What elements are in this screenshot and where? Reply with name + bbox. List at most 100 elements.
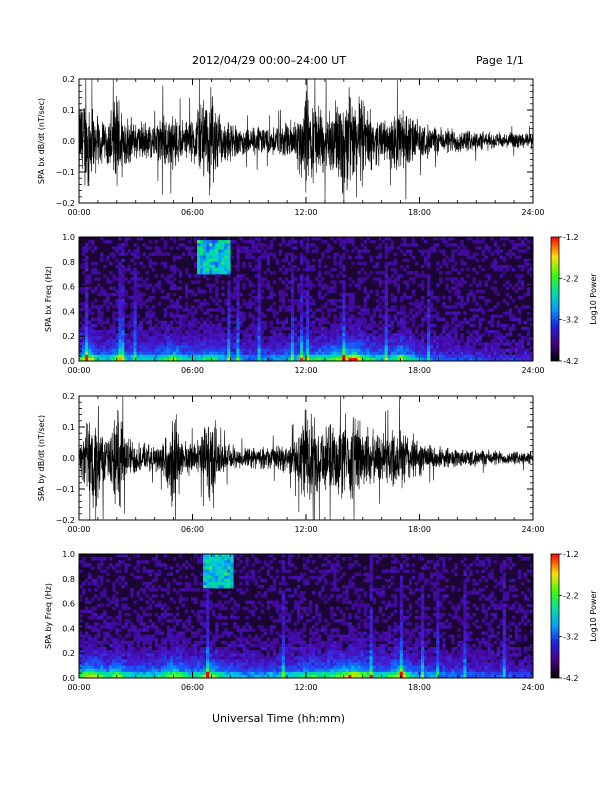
spectrogram-cell bbox=[151, 330, 155, 334]
spectrogram-cell bbox=[115, 650, 119, 654]
spectrogram-cell bbox=[169, 333, 174, 337]
spectrogram-cell bbox=[166, 674, 171, 679]
spectrogram-cell bbox=[321, 354, 325, 359]
spectrogram-cell bbox=[82, 283, 86, 287]
spectrogram-cell bbox=[520, 336, 525, 340]
spectrogram-cell bbox=[85, 351, 89, 356]
spectrogram-cell bbox=[430, 342, 434, 346]
spectrogram-cell bbox=[97, 308, 101, 312]
spectrogram-cell bbox=[124, 302, 128, 306]
spectrogram-cell bbox=[82, 662, 86, 666]
spectrogram-cell bbox=[175, 653, 180, 657]
spectrogram-cell bbox=[172, 339, 177, 343]
spectrogram-cell bbox=[212, 342, 216, 346]
spectrogram-cell bbox=[402, 354, 407, 359]
spectrogram-cell bbox=[85, 656, 89, 660]
spectrogram-cell bbox=[97, 320, 101, 325]
spectrogram-cell bbox=[203, 566, 207, 570]
spectrogram-cell bbox=[115, 305, 119, 309]
spectrogram-cell bbox=[339, 280, 343, 284]
spectrogram-cell bbox=[178, 286, 183, 290]
spectrogram-cell bbox=[124, 569, 128, 573]
spectrogram-cell bbox=[342, 317, 346, 321]
spectrogram-cell bbox=[97, 354, 101, 359]
spectrogram-cell bbox=[184, 609, 189, 614]
spectrogram-cell bbox=[457, 292, 461, 297]
spectrogram-cell bbox=[166, 665, 171, 669]
spectrogram-cell bbox=[197, 619, 201, 623]
spectrogram-cell bbox=[215, 243, 219, 247]
spectrogram-cell bbox=[82, 354, 86, 359]
spectrogram-cell bbox=[136, 637, 140, 642]
spectrogram-cell bbox=[82, 656, 86, 660]
spectrogram-cell bbox=[478, 305, 482, 309]
spectrogram-cell bbox=[399, 264, 404, 269]
spectrogram-cell bbox=[133, 308, 137, 312]
spectrogram-cell bbox=[330, 308, 334, 312]
spectrogram-cell bbox=[393, 339, 398, 343]
spectrogram-cell bbox=[245, 326, 249, 331]
spectrogram-cell bbox=[209, 345, 213, 349]
spectrogram-cell bbox=[427, 342, 431, 346]
spectrogram-cell bbox=[454, 333, 458, 337]
spectrogram-cell bbox=[103, 292, 107, 297]
spectrogram-cell bbox=[227, 581, 231, 586]
spectrogram-cell bbox=[354, 246, 358, 250]
spectrogram-cell bbox=[194, 662, 198, 666]
spectrogram-cell bbox=[445, 255, 449, 259]
spectrogram-cell bbox=[97, 659, 101, 663]
spectrogram-cell bbox=[175, 320, 180, 325]
spectrogram-cell bbox=[215, 268, 219, 272]
spectrogram-cell bbox=[490, 330, 494, 334]
spectrogram-cell bbox=[221, 357, 225, 362]
spectrogram-cell bbox=[200, 674, 204, 679]
spectrogram-cell bbox=[508, 354, 513, 359]
spectrogram-cell bbox=[227, 643, 231, 648]
spectrogram-cell bbox=[103, 647, 107, 651]
spectrogram-cell bbox=[200, 345, 204, 349]
spectrogram-cell bbox=[227, 662, 231, 666]
spectrogram-cell bbox=[197, 653, 201, 657]
spectrogram-cell bbox=[85, 295, 89, 300]
spectrogram-cell bbox=[236, 277, 240, 281]
spectrogram-cell bbox=[118, 323, 122, 328]
spectrogram-cell bbox=[184, 665, 189, 669]
spectrogram-cell bbox=[206, 246, 210, 250]
spectrogram-cell bbox=[200, 240, 204, 244]
spectrogram-cell bbox=[139, 659, 143, 663]
spectrogram-cell bbox=[85, 326, 89, 331]
spectrogram-cell bbox=[275, 342, 280, 346]
spectrogram-cell bbox=[414, 243, 419, 247]
spectrogram-cell bbox=[130, 311, 134, 315]
spectrogram-cell bbox=[218, 578, 222, 583]
spectrogram-cell bbox=[281, 348, 286, 352]
spectrogram-cell bbox=[384, 252, 389, 256]
spectrogram-cell bbox=[118, 674, 122, 679]
spectrogram-cell bbox=[218, 308, 222, 312]
spectrogram-cell bbox=[484, 348, 488, 352]
spectrogram-cell bbox=[175, 619, 180, 623]
spectrogram-cell bbox=[148, 674, 152, 679]
spectrogram-cell bbox=[121, 647, 125, 651]
spectrogram-cell bbox=[457, 339, 461, 343]
spectrogram-cell bbox=[339, 320, 343, 325]
spectrogram-cell bbox=[284, 342, 289, 346]
spectrogram-cell bbox=[236, 252, 240, 256]
spectrogram-cell bbox=[263, 351, 267, 356]
spectrogram-cell bbox=[275, 351, 280, 356]
spectrogram-cell bbox=[124, 656, 128, 660]
spectrogram-cell bbox=[257, 274, 261, 278]
spectrogram-cell bbox=[399, 317, 404, 321]
spectrogram-cell bbox=[330, 333, 334, 337]
spectrogram-cell bbox=[233, 609, 237, 614]
spectrogram-cell bbox=[296, 339, 301, 343]
spectrogram-cell bbox=[257, 237, 261, 241]
spectrogram-cell bbox=[139, 299, 143, 303]
spectrogram-cell bbox=[181, 314, 186, 318]
spectrogram-cell bbox=[103, 653, 107, 657]
spectrogram-cell bbox=[312, 339, 316, 343]
spectrogram-cell bbox=[145, 650, 149, 654]
spectrogram-cell bbox=[145, 336, 149, 340]
spectrogram-cell bbox=[375, 264, 379, 269]
spectrogram-cell bbox=[172, 640, 177, 645]
